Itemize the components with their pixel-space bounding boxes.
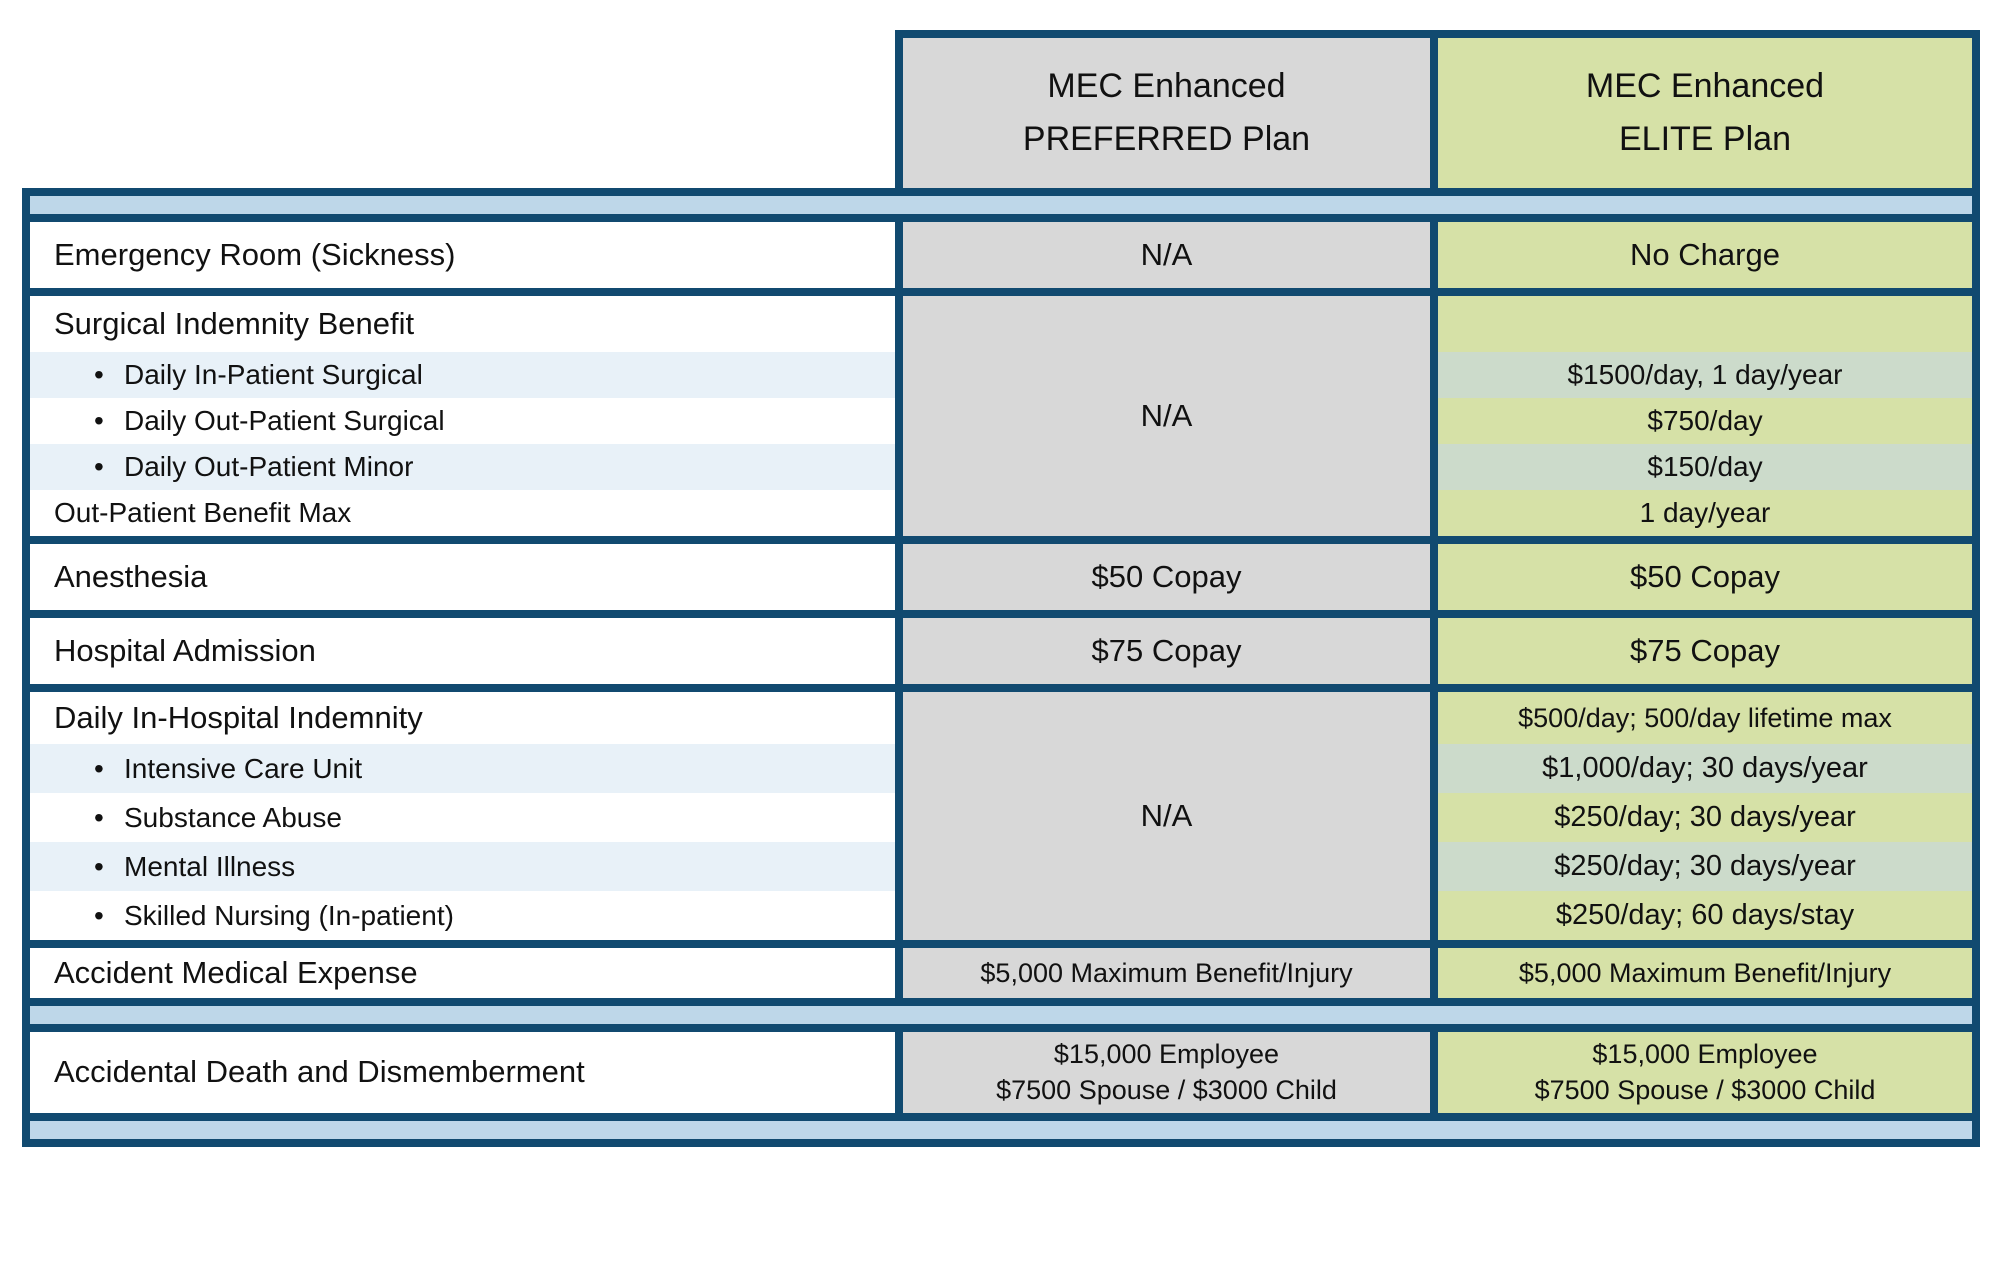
surgical-elite-title-blank — [1438, 296, 1972, 352]
surgical-section-title: Surgical Indemnity Benefit — [54, 306, 415, 341]
indemnity-item-3: • Skilled Nursing (In-patient) — [30, 891, 895, 940]
indemnity-elite-value-0: $1,000/day; 30 days/year — [1438, 744, 1972, 793]
indemnity-elite-value-1: $250/day; 30 days/year — [1554, 801, 1856, 833]
surgical-elite-value-1: $750/day — [1647, 405, 1763, 436]
header-spacer-cell — [26, 34, 899, 192]
bullet-icon: • — [94, 405, 104, 436]
plan-header-elite-line2: ELITE Plan — [1619, 120, 1791, 158]
indemnity-elite-title-value: $500/day; 500/day lifetime max — [1518, 702, 1892, 733]
indemnity-elite-value-3: $250/day; 60 days/stay — [1555, 899, 1855, 931]
separator-band-bottom — [22, 1112, 1980, 1147]
row-anesthesia: Anesthesia $50 Copay $50 Copay — [22, 536, 1980, 618]
bullet-icon: • — [94, 850, 104, 882]
admission-preferred-value: $75 Copay — [895, 610, 1438, 692]
surgical-elite-value-0: $1500/day, 1 day/year — [1438, 352, 1972, 398]
surgical-label-cell: Surgical Indemnity Benefit • Daily In-Pa… — [22, 288, 903, 544]
admission-elite-value: $75 Copay — [1430, 610, 1980, 692]
surgical-elite-cell: $1500/day, 1 day/year $750/day $150/day … — [1430, 288, 1980, 544]
surgical-item-1-label: Daily Out-Patient Surgical — [124, 405, 445, 436]
accident-preferred-value: $5,000 Maximum Benefit/Injury — [895, 940, 1438, 1006]
indemnity-item-2-label: Mental Illness — [124, 850, 296, 882]
bullet-icon: • — [94, 801, 104, 833]
row-add: Accidental Death and Dismemberment $15,0… — [22, 1024, 1980, 1121]
plan-header-elite-line1: MEC Enhanced — [1585, 67, 1825, 106]
emergency-elite-value: No Charge — [1430, 214, 1980, 296]
indemnity-item-1: • Substance Abuse — [30, 793, 895, 842]
bullet-icon: • — [94, 451, 104, 482]
surgical-item-0-label: Daily In-Patient Surgical — [124, 359, 423, 390]
separator-band-middle-row — [22, 998, 1980, 1032]
accident-label: Accident Medical Expense — [22, 940, 903, 1006]
indemnity-item-0-label: Intensive Care Unit — [124, 752, 363, 784]
indemnity-item-1-label: Substance Abuse — [124, 801, 342, 833]
bullet-icon: • — [94, 752, 104, 784]
indemnity-item-2: • Mental Illness — [30, 842, 895, 891]
surgical-item-2: • Daily Out-Patient Minor — [30, 444, 895, 490]
surgical-item-1: • Daily Out-Patient Surgical — [30, 398, 895, 444]
add-elite-lines: $15,000 Employee $7500 Spouse / $3000 Ch… — [1438, 1032, 1972, 1113]
add-label: Accidental Death and Dismemberment — [22, 1024, 903, 1121]
row-accident: Accident Medical Expense $5,000 Maximum … — [22, 940, 1980, 1006]
emergency-preferred-value: N/A — [895, 214, 1438, 296]
separator-band-bottom-row — [22, 1112, 1980, 1147]
surgical-item-3-label: Out-Patient Benefit Max — [54, 497, 352, 528]
benefits-comparison-table: MEC Enhanced PREFERRED Plan MEC Enhanced… — [22, 30, 1980, 1147]
add-preferred-lines: $15,000 Employee $7500 Spouse / $3000 Ch… — [903, 1032, 1430, 1113]
add-preferred-line1: $15,000 Employee — [1053, 1039, 1280, 1069]
indemnity-section-title: Daily In-Hospital Indemnity — [54, 700, 423, 735]
emergency-label: Emergency Room (Sickness) — [22, 214, 903, 296]
surgical-item-2-label: Daily Out-Patient Minor — [124, 451, 414, 482]
plan-header-preferred: MEC Enhanced PREFERRED Plan — [895, 30, 1438, 196]
indemnity-label-cell: Daily In-Hospital Indemnity • Intensive … — [22, 684, 903, 948]
indemnity-elite-cell: $500/day; 500/day lifetime max $1,000/da… — [1430, 684, 1980, 948]
separator-band-top-row — [22, 188, 1980, 222]
surgical-preferred-value: N/A — [895, 288, 1438, 544]
row-indemnity: Daily In-Hospital Indemnity • Intensive … — [22, 684, 1980, 948]
plan-header-elite: MEC Enhanced ELITE Plan — [1430, 30, 1980, 196]
indemnity-preferred-value: N/A — [895, 684, 1438, 948]
add-elite-value: $15,000 Employee $7500 Spouse / $3000 Ch… — [1430, 1024, 1980, 1121]
surgical-elite-value-3: 1 day/year — [1639, 497, 1771, 528]
add-elite-line1: $15,000 Employee — [1592, 1039, 1818, 1069]
surgical-item-0: • Daily In-Patient Surgical — [30, 352, 895, 398]
separator-band-middle — [22, 998, 1980, 1032]
plan-header-preferred-line1: MEC Enhanced — [1047, 67, 1286, 106]
anesthesia-preferred-value: $50 Copay — [895, 536, 1438, 618]
add-elite-line2: $7500 Spouse / $3000 Child — [1534, 1075, 1876, 1106]
add-preferred-value: $15,000 Employee $7500 Spouse / $3000 Ch… — [895, 1024, 1438, 1121]
anesthesia-elite-value: $50 Copay — [1430, 536, 1980, 618]
indemnity-elite-value-2: $250/day; 30 days/year — [1438, 842, 1972, 891]
plan-header-preferred-line2: PREFERRED Plan — [1022, 120, 1311, 158]
indemnity-item-0: • Intensive Care Unit — [30, 744, 895, 793]
bullet-icon: • — [94, 899, 104, 931]
surgical-item-3: Out-Patient Benefit Max — [30, 490, 895, 536]
row-emergency: Emergency Room (Sickness) N/A No Charge — [22, 214, 1980, 296]
anesthesia-label: Anesthesia — [22, 536, 903, 618]
row-surgical: Surgical Indemnity Benefit • Daily In-Pa… — [22, 288, 1980, 544]
row-admission: Hospital Admission $75 Copay $75 Copay — [22, 610, 1980, 692]
surgical-elite-value-2: $150/day — [1438, 444, 1972, 490]
separator-band-top — [22, 188, 1980, 222]
bullet-icon: • — [94, 359, 104, 390]
admission-label: Hospital Admission — [22, 610, 903, 692]
accident-elite-value: $5,000 Maximum Benefit/Injury — [1430, 940, 1980, 1006]
add-preferred-line2: $7500 Spouse / $3000 Child — [996, 1075, 1337, 1106]
header-row: MEC Enhanced PREFERRED Plan MEC Enhanced… — [26, 30, 1980, 196]
indemnity-item-3-label: Skilled Nursing (In-patient) — [124, 899, 454, 931]
